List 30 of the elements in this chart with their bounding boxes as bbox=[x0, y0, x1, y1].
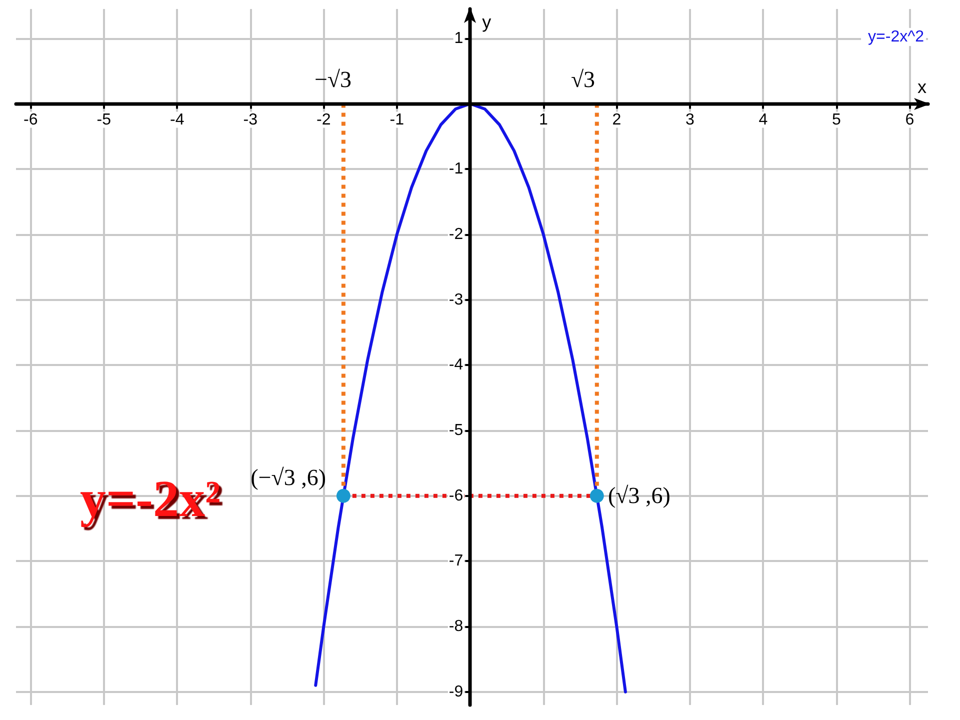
annotation: (√3 ,6) bbox=[608, 483, 670, 509]
x-tick-label: 2 bbox=[612, 111, 622, 128]
annotation: −√3 bbox=[314, 67, 352, 93]
annotation: (−√3 ,6) bbox=[250, 465, 326, 491]
y-tick-label: 1 bbox=[454, 30, 464, 47]
y-tick-label: -2 bbox=[448, 226, 464, 243]
x-tick-label: -3 bbox=[243, 111, 258, 128]
x-tick-label: 3 bbox=[685, 111, 694, 128]
y-tick-label: -9 bbox=[448, 683, 464, 700]
y-axis-title: y bbox=[482, 12, 492, 32]
x-tick-label: -6 bbox=[24, 111, 38, 128]
y-tick-label: -8 bbox=[448, 618, 464, 636]
x-axis-title: x bbox=[918, 76, 926, 97]
text: y=-2x^2 bbox=[868, 28, 924, 46]
x-tick-label: -5 bbox=[96, 111, 112, 128]
x-tick-label: -2 bbox=[316, 111, 331, 128]
y-tick-label: -6 bbox=[448, 487, 464, 504]
x-tick-label: -4 bbox=[170, 111, 184, 128]
x-tick-label: -1 bbox=[390, 111, 404, 128]
y-tick-label: -7 bbox=[448, 552, 464, 570]
y-tick-label: -3 bbox=[448, 291, 464, 308]
x-tick-label: 6 bbox=[905, 111, 914, 128]
y-tick-label: -1 bbox=[448, 160, 464, 178]
annotation: y=-2x² bbox=[80, 470, 221, 529]
x-tick-label: 5 bbox=[832, 111, 841, 128]
x-tick-label: 4 bbox=[758, 111, 768, 128]
x-tick-label: 1 bbox=[538, 111, 548, 128]
y-tick-label: -5 bbox=[448, 422, 464, 440]
y-tick-label: -4 bbox=[448, 356, 464, 374]
annotation: √3 bbox=[570, 67, 596, 93]
